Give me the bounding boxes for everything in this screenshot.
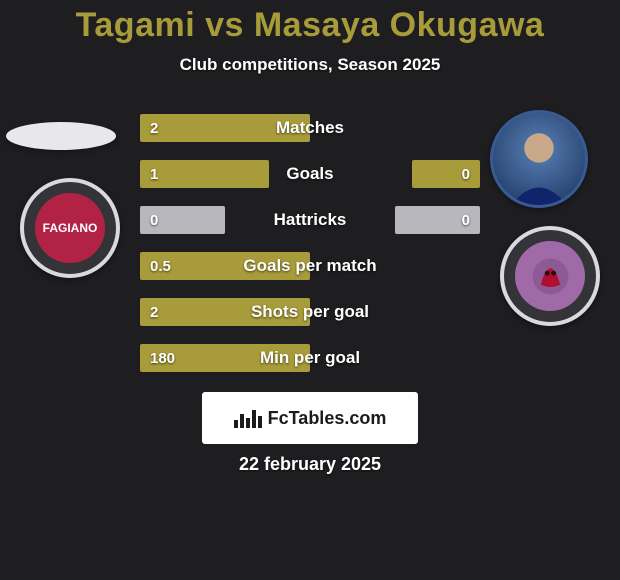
- stat-value-right: 0: [462, 156, 470, 192]
- fctables-logo-icon: [234, 408, 262, 428]
- date-label: 22 february 2025: [0, 454, 620, 475]
- subtitle: Club competitions, Season 2025: [0, 55, 620, 75]
- stat-row: 1 0Goals: [0, 156, 620, 192]
- stat-value-left: 2: [150, 110, 158, 146]
- stat-value-left: 1: [150, 156, 158, 192]
- infographic-root: Tagami vs Masaya Okugawa Club competitio…: [0, 0, 620, 580]
- stat-value-right: 0: [462, 202, 470, 238]
- stat-value-left: 2: [150, 294, 158, 330]
- stat-bar-left: [140, 160, 269, 188]
- stat-label: Goals per match: [0, 248, 620, 284]
- fctables-watermark: FcTables.com: [202, 392, 418, 444]
- page-title: Tagami vs Masaya Okugawa: [0, 0, 620, 45]
- stat-value-left: 180: [150, 340, 175, 376]
- stat-label: Matches: [0, 110, 620, 146]
- stat-bar-left: [140, 114, 310, 142]
- stat-row: 2Matches: [0, 110, 620, 146]
- stat-label: Hattricks: [0, 202, 620, 238]
- stat-row: 180Min per goal: [0, 340, 620, 376]
- stat-row: 0.5Goals per match: [0, 248, 620, 284]
- stat-value-left: 0.5: [150, 248, 171, 284]
- stat-bar-left: [140, 298, 310, 326]
- fctables-text: FcTables.com: [268, 408, 387, 429]
- stat-label: Min per goal: [0, 340, 620, 376]
- stat-row: 2Shots per goal: [0, 294, 620, 330]
- stat-row: 0 0Hattricks: [0, 202, 620, 238]
- stat-label: Goals: [0, 156, 620, 192]
- stat-label: Shots per goal: [0, 294, 620, 330]
- stat-bar-chart: 2Matches10Goals00Hattricks0.5Goals per m…: [0, 110, 620, 386]
- stat-value-left: 0: [150, 202, 158, 238]
